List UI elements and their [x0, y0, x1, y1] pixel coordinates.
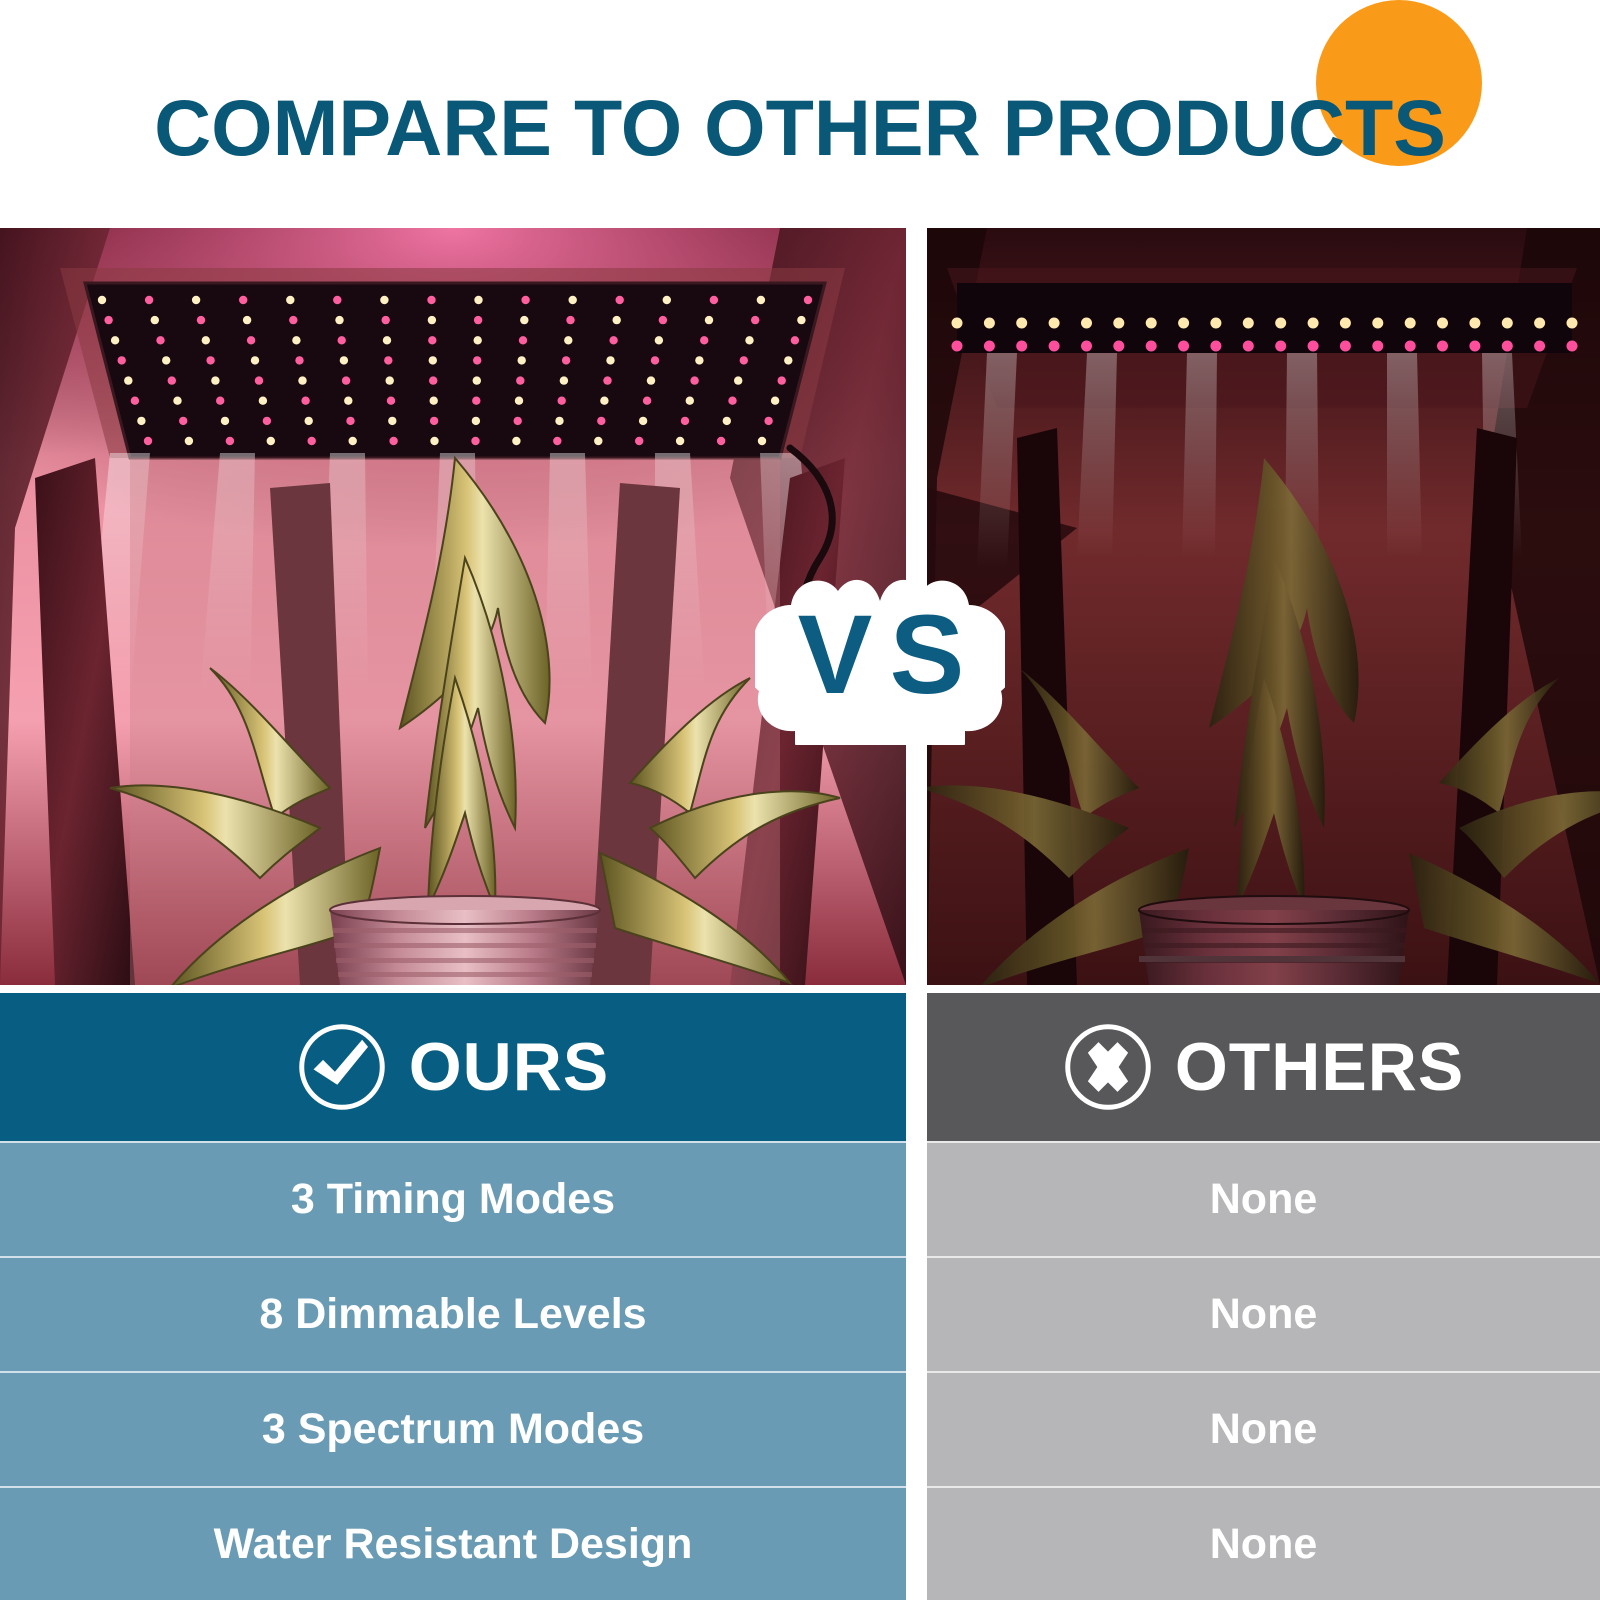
svg-text:S: S: [890, 592, 965, 717]
svg-text:V: V: [798, 592, 873, 717]
